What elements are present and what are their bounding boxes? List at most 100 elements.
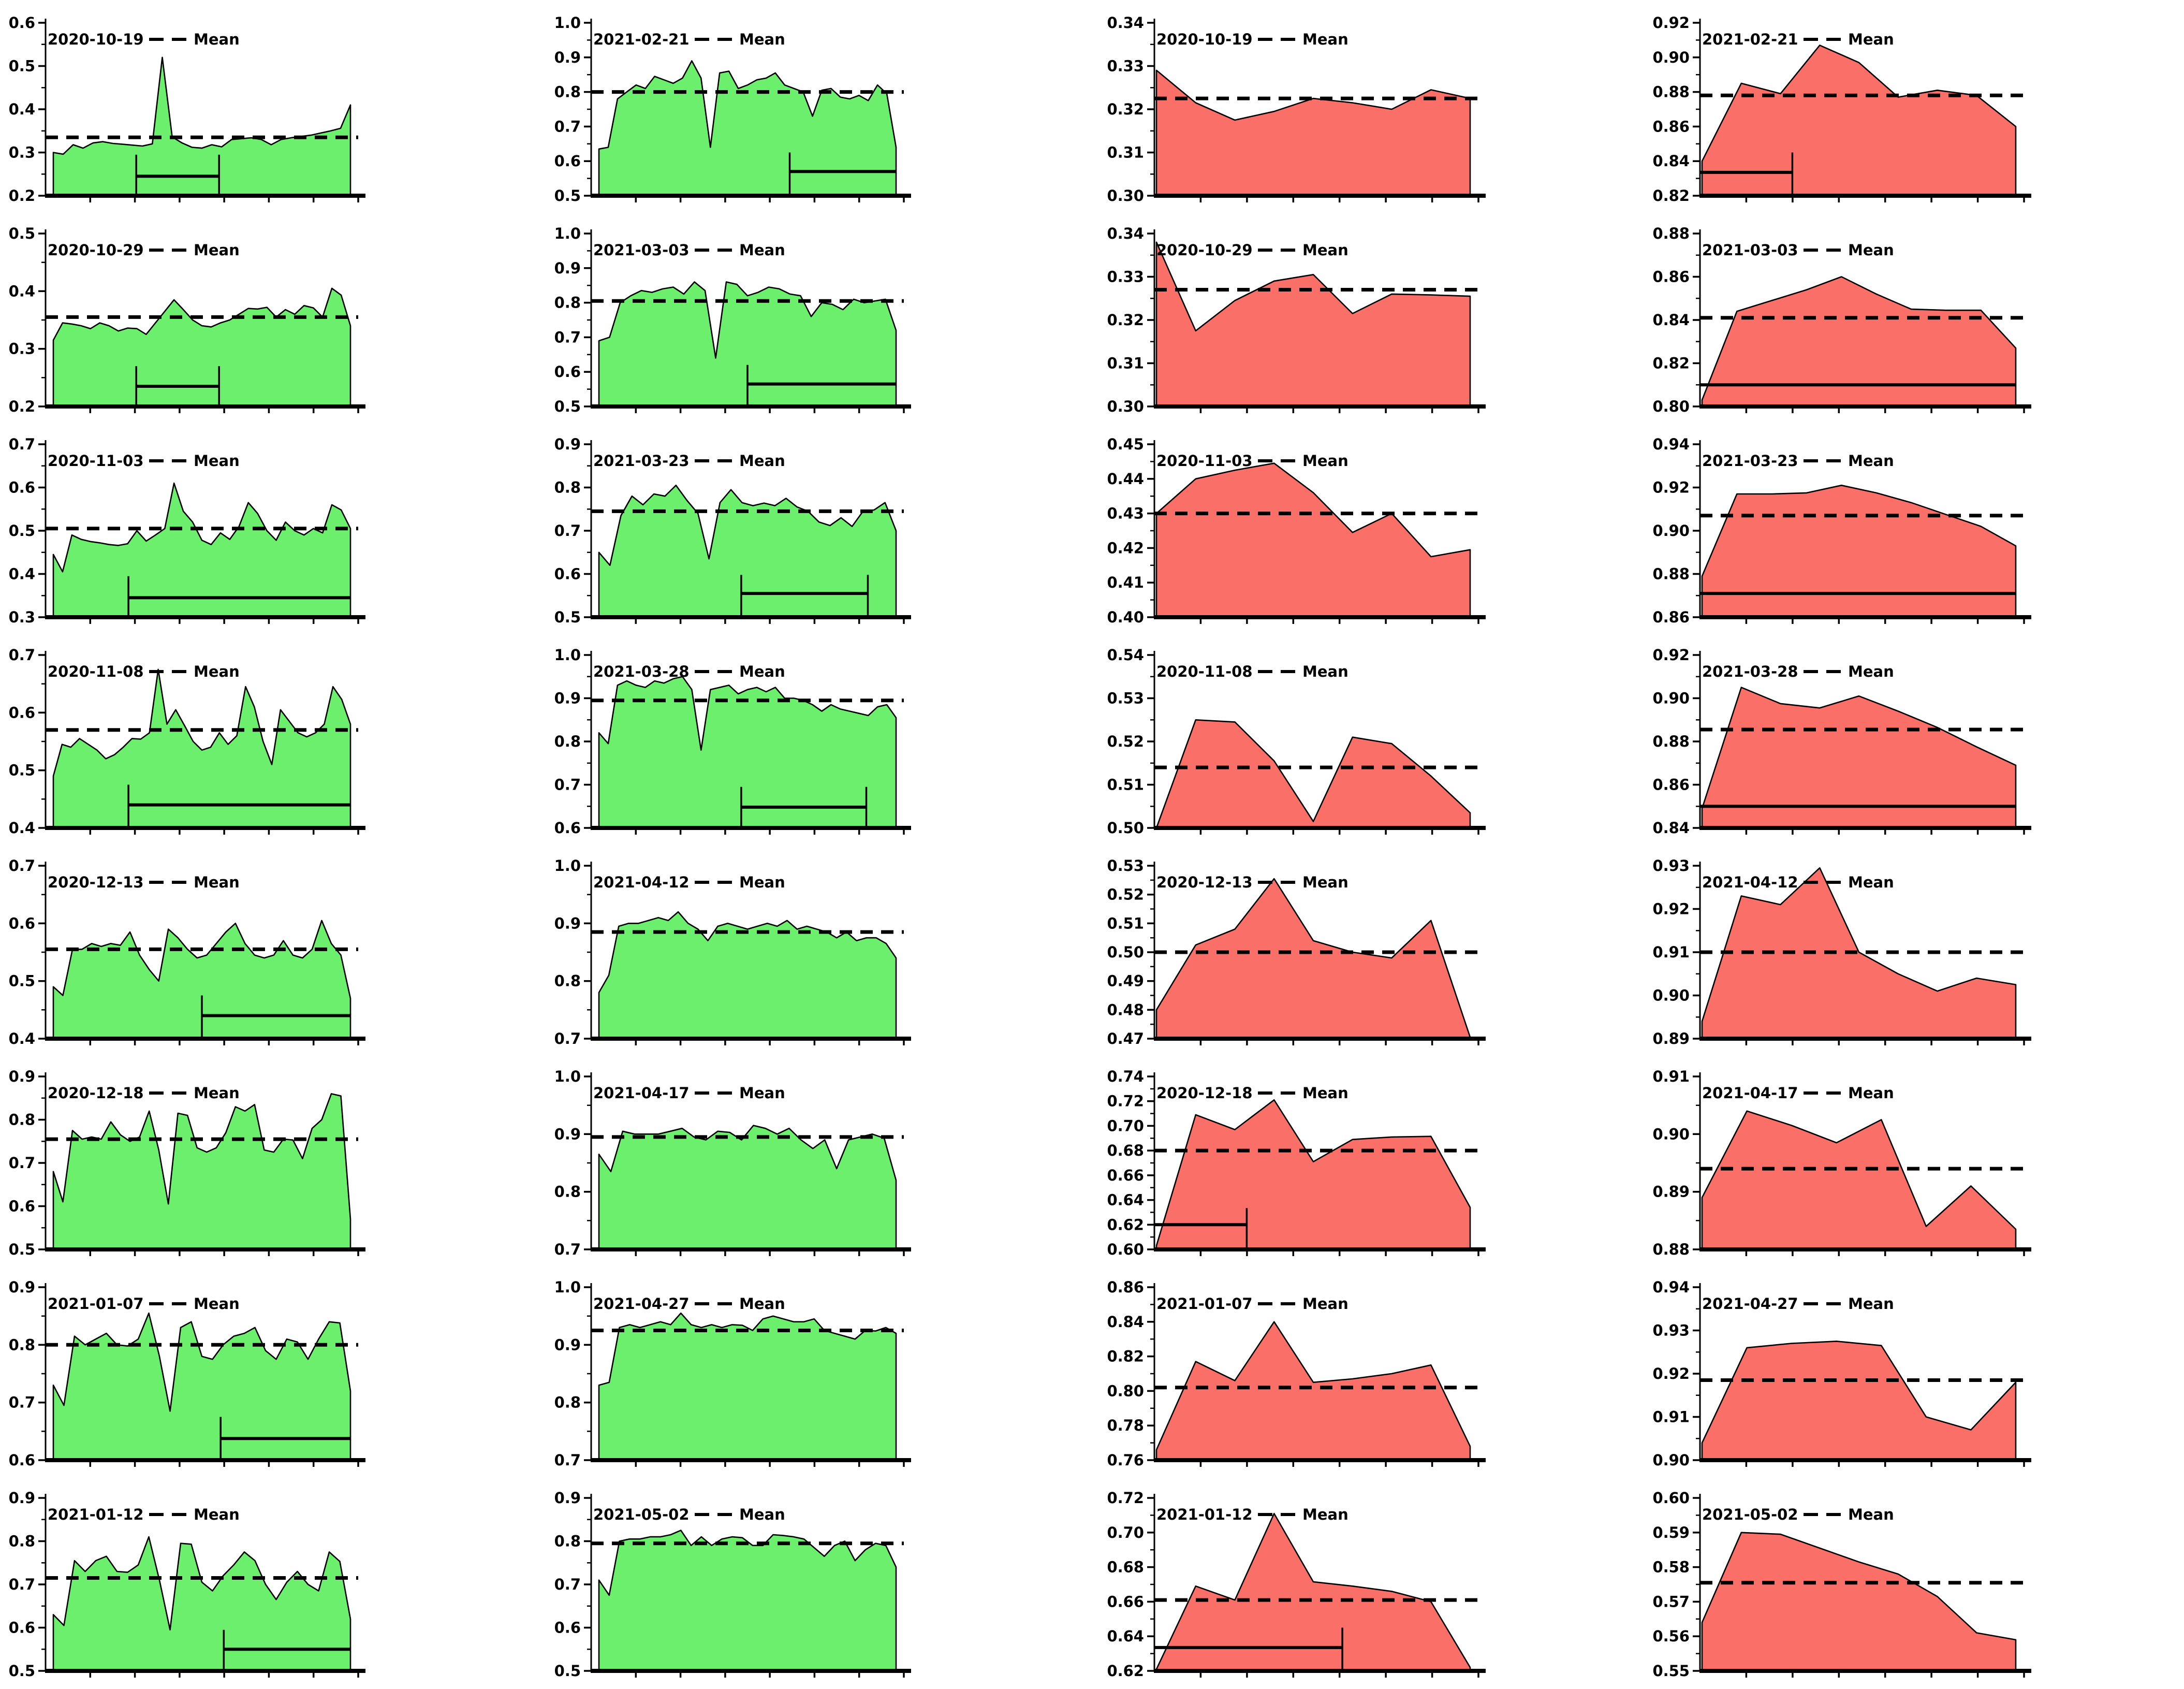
- y-ticks: 0.40 0.41 0.42 0.43 0.44 0.45: [1107, 435, 1154, 626]
- chart-cell-green-2020-12-18: 0.5 0.6 0.7 0.8 0.9 2020-12-18 Mean: [0, 1054, 546, 1264]
- y-tick-label: 0.92: [1652, 900, 1690, 918]
- y-tick-label: 0.66: [1107, 1593, 1144, 1610]
- y-tick-label: 0.93: [1652, 857, 1690, 875]
- mean-legend: Mean: [149, 452, 240, 470]
- y-tick-label: 0.7: [554, 776, 581, 794]
- area-fill: [598, 676, 897, 829]
- mean-legend: Mean: [1804, 663, 1894, 680]
- y-tick-label: 0.68: [1107, 1559, 1144, 1576]
- mean-legend-label: Mean: [194, 1084, 240, 1102]
- y-tick-label: 0.90: [1652, 1125, 1690, 1143]
- y-tick-label: 0.9: [554, 1489, 581, 1507]
- mean-legend: Mean: [1258, 31, 1348, 48]
- y-ticks: 0.80 0.82 0.84 0.86 0.88: [1652, 225, 1700, 415]
- chart-svg: 0.47 0.48 0.49 0.50 0.51 0.52 0.53 2020-12-13 Me…: [1107, 857, 1486, 1047]
- mean-legend-label: Mean: [194, 1295, 240, 1313]
- chart-title: 2021-04-12: [1702, 873, 1798, 891]
- mean-legend-label: Mean: [1848, 31, 1894, 48]
- y-tick-label: 0.78: [1107, 1417, 1144, 1434]
- interval-bracket: [135, 154, 220, 195]
- chart-svg: 0.7 0.8 0.9 1.0 2021-04-12 Mean: [554, 857, 911, 1047]
- x-ticks: [89, 619, 359, 624]
- y-tick-label: 0.94: [1652, 1278, 1690, 1296]
- y-tick-label: 0.84: [1652, 819, 1690, 837]
- y-tick-label: 0.70: [1107, 1524, 1144, 1541]
- y-tick-label: 0.7: [554, 118, 581, 135]
- mean-legend: Mean: [149, 1506, 240, 1523]
- mean-legend-label: Mean: [1302, 663, 1348, 680]
- mean-legend: Mean: [1258, 241, 1348, 259]
- interval-bracket: [740, 575, 869, 616]
- y-tick-label: 0.91: [1652, 1068, 1690, 1085]
- chart-title: 2020-11-08: [48, 663, 144, 680]
- area-fill: [52, 1093, 351, 1250]
- area-fill: [1155, 878, 1471, 1040]
- y-tick-label: 0.9: [554, 49, 581, 66]
- y-tick-label: 0.7: [554, 1030, 581, 1047]
- area-fill: [598, 1312, 897, 1461]
- y-tick-label: 0.5: [554, 608, 581, 626]
- y-ticks: 0.7 0.8 0.9 1.0: [554, 857, 591, 1047]
- chart-title: 2021-05-02: [593, 1506, 690, 1523]
- chart-cell-red-2021-01-07: 0.76 0.78 0.80 0.82 0.84 0.86 2021-01-07 Mean: [1091, 1264, 1637, 1475]
- y-tick-label: 0.51: [1107, 914, 1144, 932]
- chart-title: 2021-03-03: [1702, 241, 1798, 259]
- y-tick-label: 0.84: [1652, 152, 1690, 170]
- chart-title: 2021-02-21: [593, 31, 690, 48]
- interval-bracket: [740, 787, 868, 827]
- y-tick-label: 0.6: [9, 1619, 35, 1637]
- chart-svg: 0.30 0.31 0.32 0.33 0.34 2020-10-29 Mean: [1107, 225, 1486, 415]
- x-ticks: [89, 1041, 359, 1045]
- chart-title: 2020-12-13: [48, 873, 144, 891]
- y-tick-label: 0.89: [1652, 1030, 1690, 1047]
- y-tick-label: 0.4: [9, 819, 35, 837]
- interval-bracket: [127, 576, 350, 616]
- area-fill: [1155, 719, 1471, 829]
- y-tick-label: 0.7: [9, 1154, 35, 1172]
- chart-svg: 0.60 0.62 0.64 0.66 0.68 0.70 0.72 0.74 2020-12-…: [1107, 1068, 1486, 1258]
- y-tick-label: 0.52: [1107, 733, 1144, 750]
- interval-bracket: [201, 995, 350, 1038]
- mean-legend: Mean: [695, 452, 785, 470]
- y-tick-label: 0.33: [1107, 268, 1144, 286]
- mean-legend-label: Mean: [1302, 241, 1348, 259]
- mean-legend-label: Mean: [739, 663, 785, 680]
- y-tick-label: 0.6: [554, 819, 581, 837]
- y-tick-label: 0.6: [554, 1619, 581, 1637]
- x-ticks: [635, 1251, 905, 1256]
- chart-cell-green-2021-01-07: 0.6 0.7 0.8 0.9 2021-01-07 Mean: [0, 1264, 546, 1475]
- chart-svg: 0.7 0.8 0.9 1.0 2021-04-17 Mean: [554, 1068, 911, 1258]
- y-tick-label: 0.9: [9, 1489, 35, 1507]
- y-ticks: 0.84 0.86 0.88 0.90 0.92: [1652, 646, 1700, 837]
- chart-cell-red-2020-11-08: 0.50 0.51 0.52 0.53 0.54 2020-11-08 Mean: [1091, 632, 1637, 843]
- chart-cell-red-2021-02-21: 0.82 0.84 0.86 0.88 0.90 0.92 2021-02-21 Mean: [1637, 0, 2182, 211]
- mean-legend-label: Mean: [1848, 241, 1894, 259]
- chart-cell-green-2021-03-03: 0.5 0.6 0.7 0.8 0.9 1.0 2021-03-03 Mean: [546, 211, 1091, 421]
- chart-svg: 0.5 0.6 0.7 0.8 0.9 2020-12-18 Mean: [9, 1068, 365, 1258]
- area-fill: [1701, 485, 2017, 618]
- area-fill: [1155, 1512, 1471, 1672]
- mean-legend-label: Mean: [1848, 663, 1894, 680]
- y-ticks: 0.5 0.6 0.7 0.8 0.9 1.0: [554, 14, 591, 205]
- y-ticks: 0.3 0.4 0.5 0.6 0.7: [9, 435, 46, 626]
- y-tick-label: 0.8: [9, 1336, 35, 1353]
- chart-title: 2021-04-27: [1702, 1295, 1798, 1313]
- chart-title: 2021-03-23: [593, 452, 690, 470]
- mean-legend: Mean: [1258, 1084, 1348, 1102]
- chart-svg: 0.6 0.7 0.8 0.9 1.0 2021-03-28 Mean: [554, 646, 911, 837]
- x-ticks: [89, 409, 359, 413]
- mean-legend-label: Mean: [1302, 1295, 1348, 1313]
- chart-title: 2021-01-07: [1156, 1295, 1253, 1313]
- x-ticks: [89, 1251, 359, 1256]
- chart-svg: 0.89 0.90 0.91 0.92 0.93 2021-04-12 Mean: [1652, 857, 2031, 1047]
- chart-title: 2021-04-17: [593, 1084, 690, 1102]
- interval-bracket: [223, 1629, 350, 1670]
- chart-cell-green-2021-04-27: 0.7 0.8 0.9 1.0 2021-04-27 Mean: [546, 1264, 1091, 1475]
- chart-title: 2021-03-23: [1702, 452, 1798, 470]
- area-fill: [1155, 1321, 1471, 1461]
- chart-cell-green-2021-04-12: 0.7 0.8 0.9 1.0 2021-04-12 Mean: [546, 843, 1091, 1054]
- y-ticks: 0.7 0.8 0.9 1.0: [554, 1278, 591, 1469]
- y-ticks: 0.30 0.31 0.32 0.33 0.34: [1107, 14, 1154, 205]
- y-tick-label: 0.3: [9, 340, 35, 358]
- chart-cell-red-2020-11-03: 0.40 0.41 0.42 0.43 0.44 0.45 2020-11-03 Mean: [1091, 421, 1637, 632]
